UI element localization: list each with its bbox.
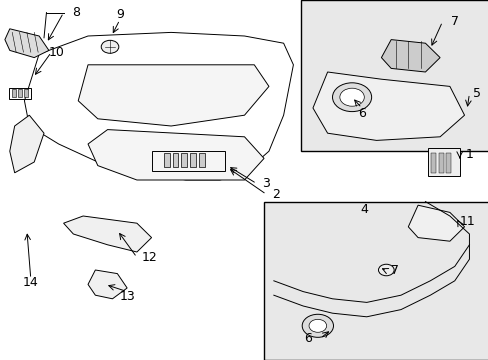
Text: 5: 5 [472,87,480,100]
Bar [151,151,224,171]
Circle shape [378,264,393,276]
Bar [172,153,178,167]
Text: 3: 3 [262,177,270,190]
Bar [300,0,488,151]
Text: 2: 2 [272,188,280,201]
Bar [163,153,169,167]
Bar [24,89,28,97]
Text: 7: 7 [390,264,398,277]
Text: 14: 14 [23,276,39,289]
Text: 6: 6 [304,332,311,345]
PathPatch shape [312,72,464,140]
PathPatch shape [24,32,293,180]
PathPatch shape [88,270,127,299]
Bar [199,153,204,167]
Text: 7: 7 [450,15,458,28]
Circle shape [332,83,371,112]
Text: 8: 8 [72,6,80,19]
PathPatch shape [63,216,151,252]
Bar [190,153,196,167]
Circle shape [302,314,333,337]
Text: 13: 13 [119,291,135,303]
Circle shape [339,88,364,106]
Bar [427,148,459,176]
Text: 12: 12 [141,251,157,264]
Circle shape [308,319,326,332]
Bar [181,153,187,167]
PathPatch shape [407,205,464,241]
PathPatch shape [88,130,264,180]
Text: 6: 6 [357,107,365,120]
Circle shape [101,40,119,53]
Text: 4: 4 [360,203,367,216]
Text: 11: 11 [459,215,475,228]
PathPatch shape [10,115,44,173]
Text: 10: 10 [48,46,64,59]
Bar [430,153,435,173]
Bar [438,153,443,173]
Bar [445,153,450,173]
Bar [9,88,31,99]
PathPatch shape [381,40,439,72]
PathPatch shape [78,65,268,126]
PathPatch shape [5,29,49,58]
Bar [12,89,16,97]
Text: 1: 1 [465,148,472,161]
Bar [264,202,488,360]
Text: 9: 9 [116,8,123,21]
Bar [18,89,22,97]
